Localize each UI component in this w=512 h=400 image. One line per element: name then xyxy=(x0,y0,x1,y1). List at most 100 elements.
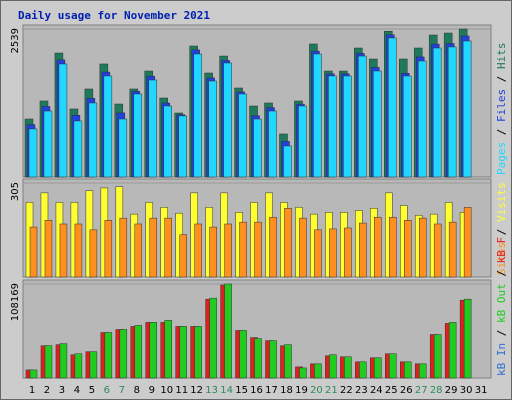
y-tick-label: 305 xyxy=(10,182,21,201)
x-tick-label: 30 xyxy=(460,385,473,396)
x-tick-label: 3 xyxy=(59,385,65,396)
legend-entry: Sites xyxy=(495,242,508,275)
x-tick-label: 24 xyxy=(370,385,383,396)
bar xyxy=(373,70,382,178)
bar xyxy=(179,234,187,278)
x-tick-label: 18 xyxy=(280,385,293,396)
bar xyxy=(299,217,307,278)
bar xyxy=(74,223,83,278)
x-tick-label: 15 xyxy=(235,385,248,396)
x-tick-label: 23 xyxy=(355,385,368,396)
bar xyxy=(224,223,232,278)
bar xyxy=(433,334,442,379)
bar xyxy=(59,223,68,278)
bar xyxy=(403,75,412,178)
bar xyxy=(148,79,158,178)
bar xyxy=(224,283,232,379)
bar xyxy=(178,115,187,178)
bar xyxy=(359,222,367,278)
bar xyxy=(194,326,202,379)
x-tick-label: 31 xyxy=(475,385,488,396)
legend: Sites / Visits xyxy=(495,182,508,275)
bar xyxy=(103,75,113,178)
x-tick-label: 9 xyxy=(149,385,155,396)
x-tick-label: 22 xyxy=(340,385,353,396)
bar xyxy=(299,367,307,379)
legend-entry: kB In xyxy=(495,343,508,376)
bar xyxy=(314,363,322,379)
bar xyxy=(104,220,113,278)
x-tick-label: 7 xyxy=(119,385,125,396)
bar xyxy=(389,216,397,278)
bar xyxy=(238,93,247,178)
bar xyxy=(417,60,427,178)
bar xyxy=(44,220,53,278)
legend-entry: kB Out xyxy=(495,283,508,323)
bar xyxy=(313,53,322,178)
bar xyxy=(463,298,472,379)
bar xyxy=(58,63,68,178)
bar xyxy=(329,228,337,278)
bar xyxy=(344,227,352,278)
bar xyxy=(253,118,262,178)
bar xyxy=(254,221,262,278)
x-tick-label: 20 xyxy=(310,385,323,396)
legend-entry: Hits xyxy=(495,43,508,70)
x-tick-label: 8 xyxy=(134,385,140,396)
bar xyxy=(462,40,472,178)
bar xyxy=(89,229,98,278)
bar xyxy=(389,353,397,379)
bar xyxy=(463,207,472,278)
bar xyxy=(344,356,352,379)
x-tick-label: 28 xyxy=(430,385,443,396)
bar xyxy=(28,128,38,178)
bar xyxy=(283,145,292,178)
legend-entry: Visits xyxy=(495,182,508,222)
legend-separator: / xyxy=(495,69,508,89)
x-tick-label: 25 xyxy=(385,385,398,396)
bar xyxy=(89,351,98,379)
bar xyxy=(163,105,172,178)
bar xyxy=(404,220,412,278)
x-tick-label: 29 xyxy=(445,385,458,396)
bar xyxy=(209,226,217,278)
x-tick-label: 4 xyxy=(74,385,80,396)
legend-separator: / xyxy=(495,222,508,242)
bar xyxy=(374,357,382,379)
legend-entry: kB F xyxy=(495,237,508,264)
bar xyxy=(74,353,83,379)
bar xyxy=(447,46,457,178)
bar xyxy=(29,369,38,379)
x-tick-label: 19 xyxy=(295,385,308,396)
bar xyxy=(448,221,457,278)
x-tick-label: 6 xyxy=(104,385,110,396)
bar xyxy=(298,105,307,178)
bar xyxy=(179,326,187,379)
bar xyxy=(269,340,277,379)
bar xyxy=(193,53,202,178)
legend-entry: Files xyxy=(495,89,508,122)
bar xyxy=(359,361,367,379)
bar xyxy=(254,338,262,379)
bar xyxy=(314,229,322,278)
bar xyxy=(134,325,143,379)
bar xyxy=(433,223,442,278)
x-tick-label: 14 xyxy=(220,385,233,396)
bar xyxy=(104,332,113,379)
bar xyxy=(149,322,158,379)
bar xyxy=(119,329,128,379)
x-tick-label: 16 xyxy=(250,385,263,396)
bar xyxy=(448,322,457,379)
bar xyxy=(284,208,292,278)
bar xyxy=(134,223,143,278)
bar xyxy=(119,217,128,278)
bar xyxy=(388,37,397,178)
bar xyxy=(329,354,337,379)
bar xyxy=(43,110,53,178)
x-tick-label: 17 xyxy=(265,385,278,396)
x-tick-label: 11 xyxy=(175,385,188,396)
bar xyxy=(343,75,352,178)
bar xyxy=(239,330,247,379)
bar xyxy=(133,93,143,178)
x-tick-label: 2 xyxy=(44,385,50,396)
